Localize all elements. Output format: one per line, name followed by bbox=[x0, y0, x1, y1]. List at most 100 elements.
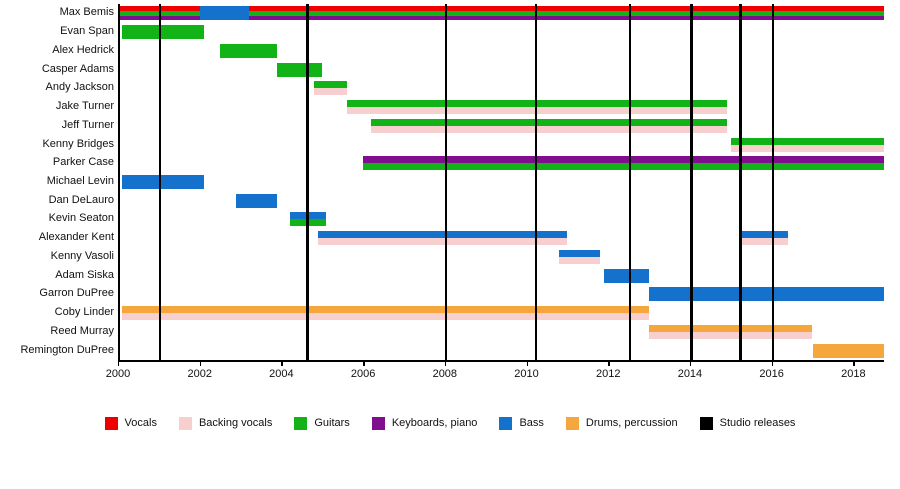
studio-release-marker bbox=[689, 4, 693, 360]
timeline-bar bbox=[220, 43, 278, 58]
timeline-bar-segment-keyboards bbox=[118, 15, 884, 21]
legend-label: Backing vocals bbox=[198, 417, 273, 429]
x-axis-tick-label: 2004 bbox=[269, 368, 294, 380]
timeline-bar-segment-bass bbox=[559, 249, 601, 257]
timeline-bar-segment-backing-vocals bbox=[371, 125, 727, 133]
member-label: Remington DuPree bbox=[20, 343, 114, 356]
studio-release-marker bbox=[305, 4, 309, 360]
x-axis-tick bbox=[526, 360, 528, 366]
timeline-bar bbox=[812, 343, 884, 358]
timeline-plot-area bbox=[118, 4, 884, 360]
x-axis-tick-label: 2016 bbox=[759, 368, 784, 380]
legend-item[interactable]: Guitars bbox=[294, 416, 350, 430]
x-axis-tick bbox=[444, 360, 447, 366]
member-label: Jake Turner bbox=[55, 100, 114, 113]
timeline-bar bbox=[730, 137, 884, 152]
timeline-bar-segment-backing-vocals bbox=[318, 238, 568, 246]
timeline-bar bbox=[318, 231, 568, 246]
member-label: Kevin Seaton bbox=[48, 212, 114, 225]
legend-swatch-icon bbox=[294, 416, 308, 430]
timeline-bar-segment-guitars bbox=[730, 137, 884, 145]
member-label: Andy Jackson bbox=[45, 81, 114, 94]
timeline-bar-segment-guitars bbox=[118, 11, 884, 16]
legend-swatch-icon bbox=[699, 416, 713, 430]
x-axis-tick-label: 2000 bbox=[105, 368, 131, 380]
timeline-bar-segment-backing-vocals bbox=[738, 238, 788, 246]
timeline-bar-segment-backing-vocals bbox=[314, 88, 347, 96]
timeline-bar bbox=[738, 231, 788, 246]
legend-item[interactable]: Vocals bbox=[104, 416, 157, 430]
chart-legend: Vocals Backing vocals Guitars Keyboards, pi… bbox=[0, 408, 900, 438]
timeline-bar-segment-backing-vocals bbox=[122, 313, 650, 321]
studio-release-marker bbox=[738, 4, 742, 360]
timeline-bar-segment-vocals bbox=[118, 6, 884, 12]
x-axis-tick bbox=[199, 360, 202, 366]
timeline-bar-segment-guitars bbox=[371, 118, 727, 126]
member-label: Reed Murray bbox=[50, 324, 114, 337]
timeline-bar bbox=[371, 118, 727, 133]
x-axis-line bbox=[118, 360, 884, 362]
studio-release-marker bbox=[158, 4, 162, 360]
y-axis-line bbox=[118, 4, 120, 360]
timeline-bar bbox=[199, 6, 249, 21]
timeline-bar bbox=[122, 306, 650, 321]
timeline-bar bbox=[649, 324, 813, 339]
x-axis-tick bbox=[281, 360, 283, 366]
x-axis-tick-label: 2018 bbox=[841, 368, 866, 380]
legend-swatch-icon bbox=[178, 416, 192, 430]
legend-label: Studio releases bbox=[719, 417, 796, 429]
member-label: Dan DeLauro bbox=[48, 193, 114, 206]
member-label-column: Max Bemis Evan Span Alex Hedrick Casper Ada… bbox=[0, 0, 118, 360]
x-axis-tick bbox=[118, 360, 120, 366]
timeline-bar-segment-bass bbox=[318, 231, 568, 239]
member-label: Kenny Vasoli bbox=[50, 249, 114, 262]
member-label: Evan Span bbox=[60, 25, 114, 38]
timeline-bar-segment-keyboards bbox=[363, 156, 884, 164]
studio-release-marker bbox=[771, 4, 775, 360]
x-axis-tick bbox=[689, 360, 692, 366]
legend-item[interactable]: Keyboards, piano bbox=[371, 416, 478, 430]
timeline-bar bbox=[649, 287, 884, 302]
member-label: Coby Linder bbox=[54, 306, 114, 319]
legend-label: Guitars bbox=[314, 417, 350, 429]
member-label: Parker Case bbox=[52, 156, 114, 169]
x-axis-tick bbox=[771, 360, 774, 366]
studio-release-marker bbox=[444, 4, 448, 360]
member-label: Alex Hedrick bbox=[52, 43, 114, 56]
legend-label: Vocals bbox=[124, 417, 157, 429]
studio-release-marker bbox=[534, 4, 538, 360]
x-axis-tick-label: 2014 bbox=[677, 368, 703, 380]
x-axis-tick bbox=[608, 360, 610, 366]
legend-label: Keyboards, piano bbox=[391, 417, 478, 429]
legend-label: Drums, percussion bbox=[585, 417, 678, 429]
timeline-bar bbox=[122, 175, 204, 189]
timeline-bar-segment-guitars bbox=[314, 81, 347, 89]
x-axis-tick-label: 2012 bbox=[595, 368, 621, 380]
timeline-bar bbox=[236, 193, 278, 208]
legend-item[interactable]: Bass bbox=[499, 416, 544, 430]
studio-release-marker bbox=[628, 4, 632, 360]
x-axis-tick bbox=[363, 360, 365, 366]
timeline-bar-segment-drums bbox=[122, 306, 650, 314]
timeline-bar-segment-backing-vocals bbox=[559, 256, 601, 264]
legend-swatch-icon bbox=[499, 416, 513, 430]
member-label: Casper Adams bbox=[41, 62, 114, 75]
x-axis-tick-label: 2002 bbox=[187, 368, 212, 380]
timeline-bar bbox=[277, 62, 323, 77]
timeline-bar-segment-bass bbox=[738, 231, 788, 239]
timeline-bar bbox=[122, 25, 204, 40]
x-axis-tick-label: 2010 bbox=[514, 368, 539, 380]
timeline-bar-segment-guitars bbox=[363, 163, 884, 171]
member-label: Max Bemis bbox=[59, 6, 114, 19]
member-label: Kenny Bridges bbox=[42, 137, 114, 150]
legend-item[interactable]: Backing vocals bbox=[178, 416, 273, 430]
timeline-bar bbox=[604, 268, 650, 283]
legend-swatch-icon bbox=[371, 416, 385, 430]
legend-label: Bass bbox=[519, 417, 544, 429]
member-label: Jeff Turner bbox=[61, 118, 114, 131]
legend-item[interactable]: Drums, percussion bbox=[565, 416, 678, 430]
timeline-bar bbox=[118, 6, 884, 21]
x-axis-tick-label: 2006 bbox=[350, 368, 376, 380]
legend-item[interactable]: Studio releases bbox=[699, 416, 796, 430]
